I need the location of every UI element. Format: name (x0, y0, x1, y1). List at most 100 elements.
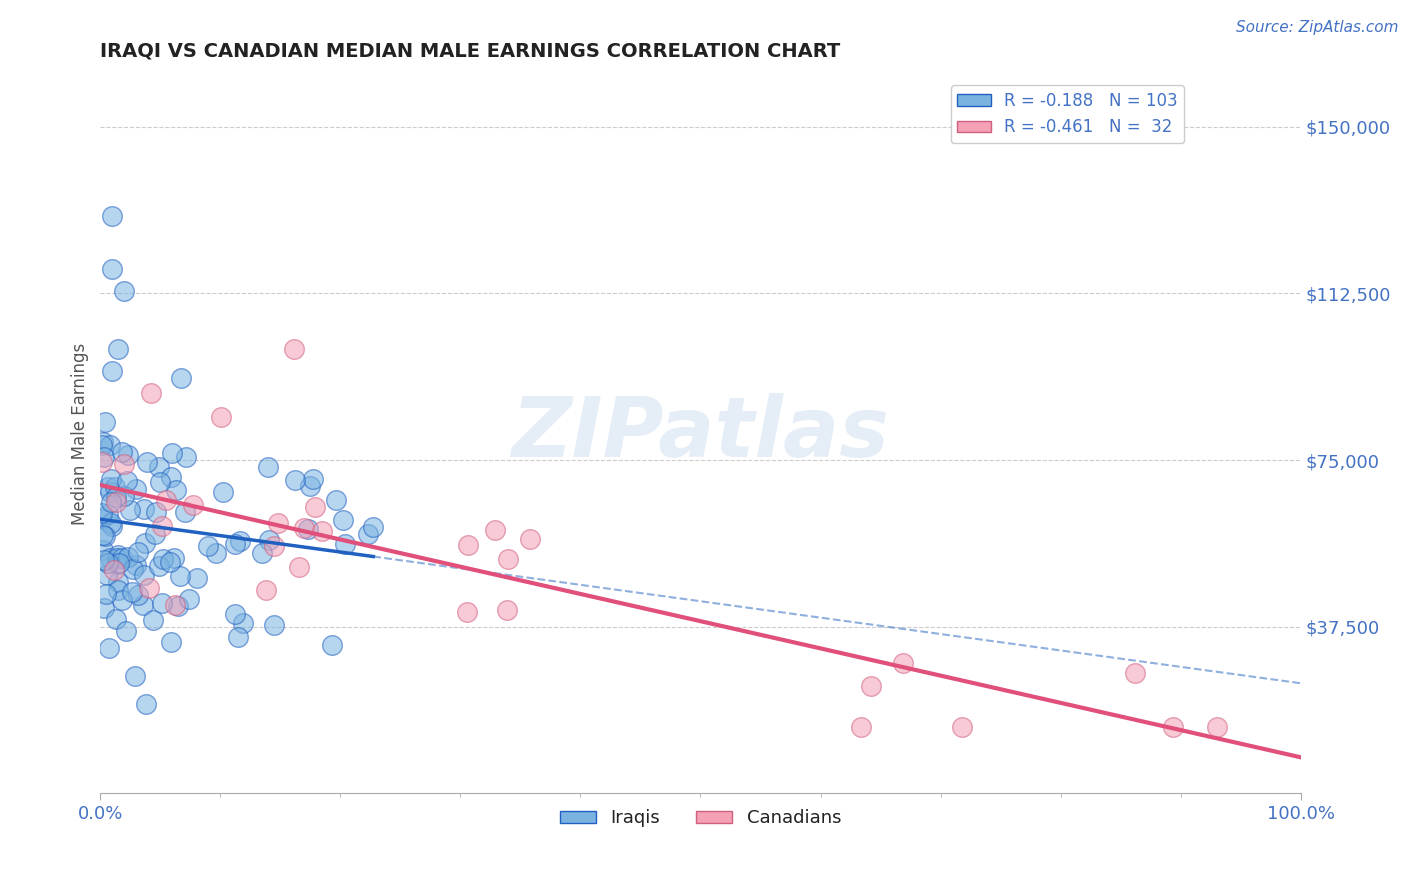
Point (292, 521, 315, 535)
Point (124, 668, 146, 682)
Point (121, 584, 143, 599)
Point (91, 528, 114, 542)
Point (484, 523, 506, 537)
Point (457, 538, 479, 552)
Point (498, 551, 520, 566)
Point (257, 533, 280, 547)
Point (263, 618, 285, 632)
Point (298, 478, 321, 492)
Point (93, 553, 115, 567)
Point (363, 520, 385, 534)
Point (91, 455, 114, 469)
Point (107, 342, 129, 356)
Point (174, 450, 197, 464)
Point (136, 455, 159, 469)
Point (124, 483, 146, 497)
Point (321, 638, 343, 652)
Point (107, 575, 129, 590)
Point (105, 550, 128, 565)
Y-axis label: Median Male Earnings: Median Male Earnings (72, 343, 89, 524)
Point (104, 612, 127, 626)
Point (110, 592, 132, 607)
Point (117, 448, 139, 462)
Point (149, 475, 172, 489)
Point (224, 537, 246, 551)
Point (100, 516, 122, 530)
Point (160, 446, 183, 460)
Point (94, 529, 117, 543)
Point (97, 556, 120, 570)
Point (332, 513, 354, 527)
Point (174, 505, 197, 519)
Point (90, 438, 112, 452)
Point (96, 587, 118, 601)
Point (97, 480, 120, 494)
Point (165, 483, 187, 498)
Point (304, 500, 326, 514)
Point (101, 262, 124, 277)
Point (98, 438, 121, 452)
Point (859, 679, 882, 693)
Point (94, 416, 117, 430)
Point (228, 630, 250, 644)
Point (112, 489, 135, 503)
Point (150, 596, 173, 610)
Point (155, 492, 177, 507)
Point (111, 445, 134, 459)
Point (112, 458, 135, 472)
Point (108, 556, 131, 570)
Point (112, 284, 135, 298)
Point (98, 550, 121, 565)
Point (356, 527, 378, 541)
Point (263, 539, 285, 553)
Point (96, 567, 118, 582)
Point (91, 435, 114, 450)
Point (519, 533, 541, 547)
Point (118, 502, 141, 516)
Point (496, 603, 519, 617)
Legend: Iraqis, Canadians: Iraqis, Canadians (553, 802, 848, 835)
Point (283, 342, 305, 356)
Point (325, 493, 347, 508)
Point (1123, 665, 1146, 680)
Point (101, 518, 124, 533)
Point (204, 546, 226, 560)
Point (186, 571, 208, 585)
Point (134, 501, 156, 516)
Point (211, 485, 233, 500)
Point (224, 607, 246, 622)
Point (103, 563, 125, 577)
Point (122, 561, 145, 575)
Point (159, 555, 181, 569)
Point (139, 386, 162, 401)
Point (163, 550, 186, 565)
Point (148, 558, 170, 573)
Point (98, 641, 121, 656)
Point (160, 469, 183, 483)
Point (105, 490, 128, 504)
Point (93, 450, 115, 464)
Point (170, 371, 193, 385)
Text: IRAQI VS CANADIAN MEDIAN MALE EARNINGS CORRELATION CHART: IRAQI VS CANADIAN MEDIAN MALE EARNINGS C… (100, 42, 841, 61)
Point (100, 495, 122, 509)
Point (1205, 720, 1227, 734)
Point (169, 569, 191, 583)
Point (90, 511, 112, 525)
Point (111, 551, 134, 566)
Point (134, 536, 156, 550)
Point (232, 615, 254, 630)
Point (257, 459, 280, 474)
Point (150, 519, 173, 533)
Point (107, 549, 129, 563)
Point (160, 635, 183, 649)
Point (98, 485, 121, 500)
Point (115, 474, 138, 488)
Point (288, 560, 311, 574)
Point (135, 698, 157, 712)
Point (141, 613, 163, 627)
Point (104, 494, 127, 508)
Point (148, 460, 170, 475)
Point (163, 598, 186, 612)
Point (181, 498, 204, 512)
Text: ZIPatlas: ZIPatlas (512, 392, 890, 474)
